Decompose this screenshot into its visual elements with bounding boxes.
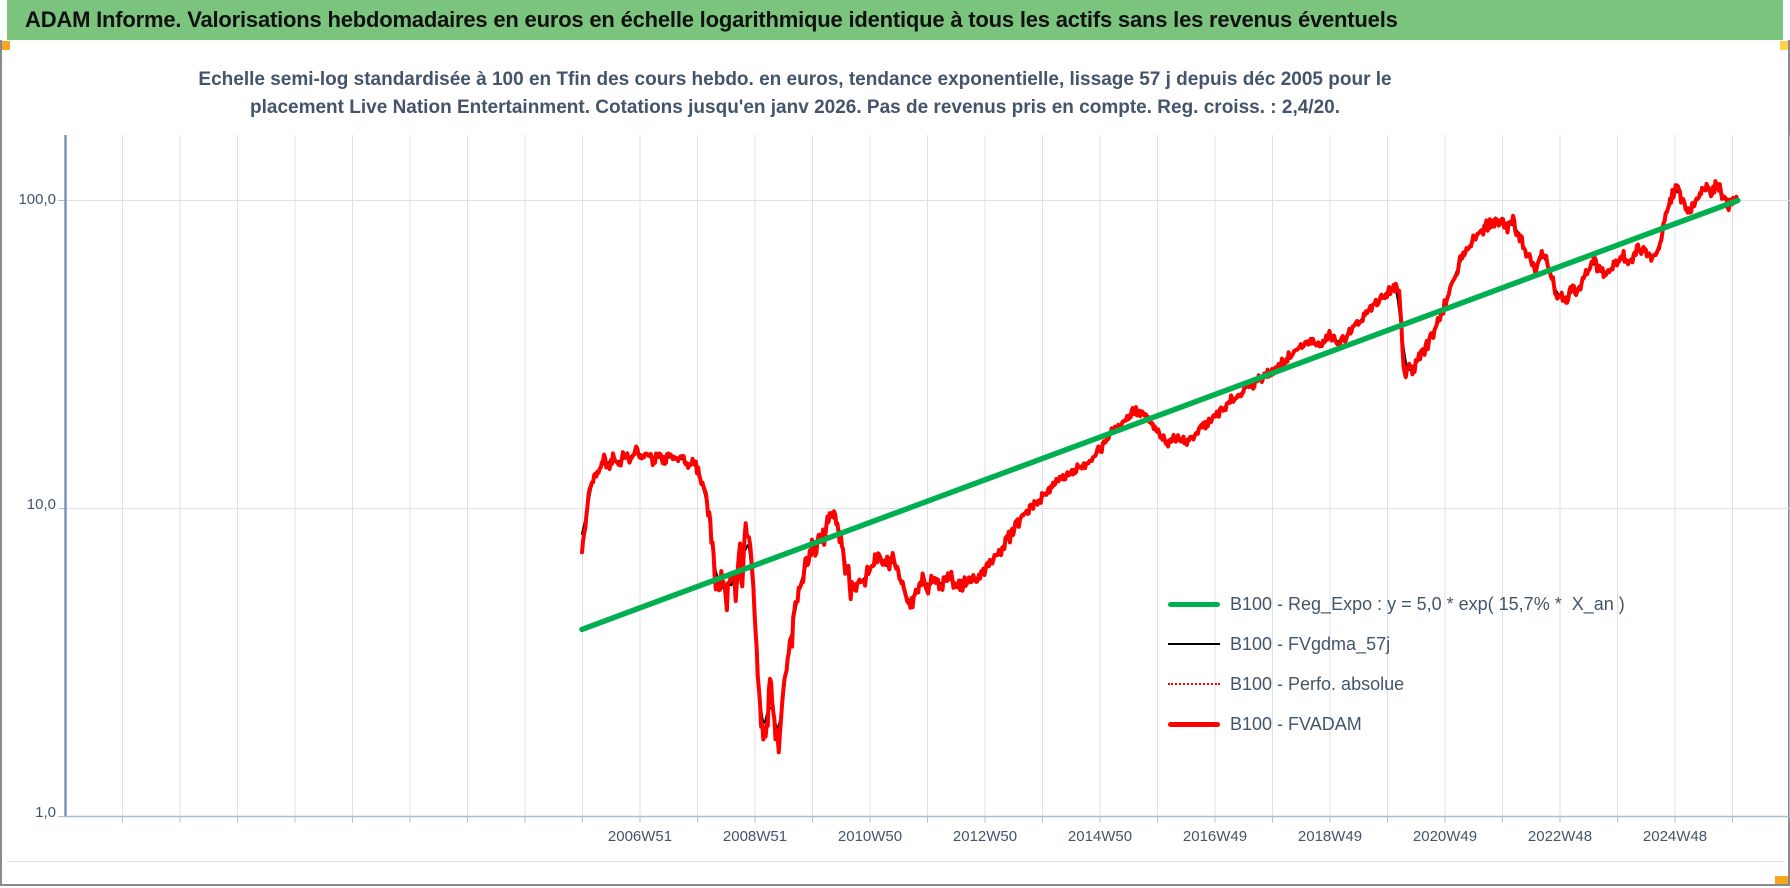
legend-label: B100 - FVgdma_57j [1230, 633, 1391, 654]
legend-item-fvgdma[interactable]: B100 - FVgdma_57j [1168, 624, 1625, 664]
corner-marker-icon [1775, 876, 1788, 886]
x-tick-label: 2022W48 [1527, 828, 1593, 845]
legend-swatch-red-dotted-line [1168, 683, 1220, 685]
x-tick-label: 2008W51 [722, 828, 788, 845]
legend-label: B100 - Reg_Expo : y = 5,0 * exp( 15,7% *… [1230, 593, 1625, 614]
chart-title-line2: placement Live Nation Entertainment. Cot… [250, 97, 1340, 118]
legend-label: B100 - Perfo. absolue [1230, 673, 1405, 694]
legend-swatch-black-line [1168, 643, 1220, 645]
x-tick-label: 2020W49 [1412, 828, 1478, 845]
x-tick-label: 2024W48 [1642, 828, 1708, 845]
right-edge-divider [1788, 40, 1790, 886]
header-bar: ADAM Informe. Valorisations hebdomadaire… [7, 0, 1783, 40]
x-tick-label: 2012W50 [952, 828, 1018, 845]
legend-item-fvadam[interactable]: B100 - FVADAM [1168, 704, 1625, 744]
legend-item-perfo-absolue[interactable]: B100 - Perfo. absolue [1168, 664, 1625, 704]
corner-marker-icon [1780, 41, 1790, 50]
x-tick-label: 2006W51 [607, 828, 673, 845]
header-title: ADAM Informe. Valorisations hebdomadaire… [25, 7, 1398, 32]
chart-border-bottom [7, 861, 1783, 862]
bottom-edge-divider [0, 884, 1790, 886]
legend-swatch-green-line [1168, 601, 1220, 607]
legend-label: B100 - FVADAM [1230, 713, 1362, 734]
chart-title-line1: Echelle semi-log standardisée à 100 en T… [198, 69, 1392, 90]
corner-marker-icon [0, 41, 10, 50]
y-tick-label: 10,0 [26, 496, 56, 513]
x-tick-label: 2010W50 [837, 828, 903, 845]
chart-title: Echelle semi-log standardisée à 100 en T… [80, 66, 1510, 122]
legend-swatch-red-thick-line [1168, 721, 1220, 727]
left-edge-divider [0, 40, 2, 886]
x-tick-label: 2014W50 [1067, 828, 1133, 845]
x-tick-label: 2018W49 [1297, 828, 1363, 845]
legend-item-reg-expo[interactable]: B100 - Reg_Expo : y = 5,0 * exp( 15,7% *… [1168, 584, 1625, 624]
y-tick-label: 1,0 [35, 804, 56, 821]
y-tick-label: 100,0 [18, 191, 56, 208]
x-tick-label: 2016W49 [1182, 828, 1248, 845]
chart-legend: B100 - Reg_Expo : y = 5,0 * exp( 15,7% *… [1168, 584, 1625, 744]
